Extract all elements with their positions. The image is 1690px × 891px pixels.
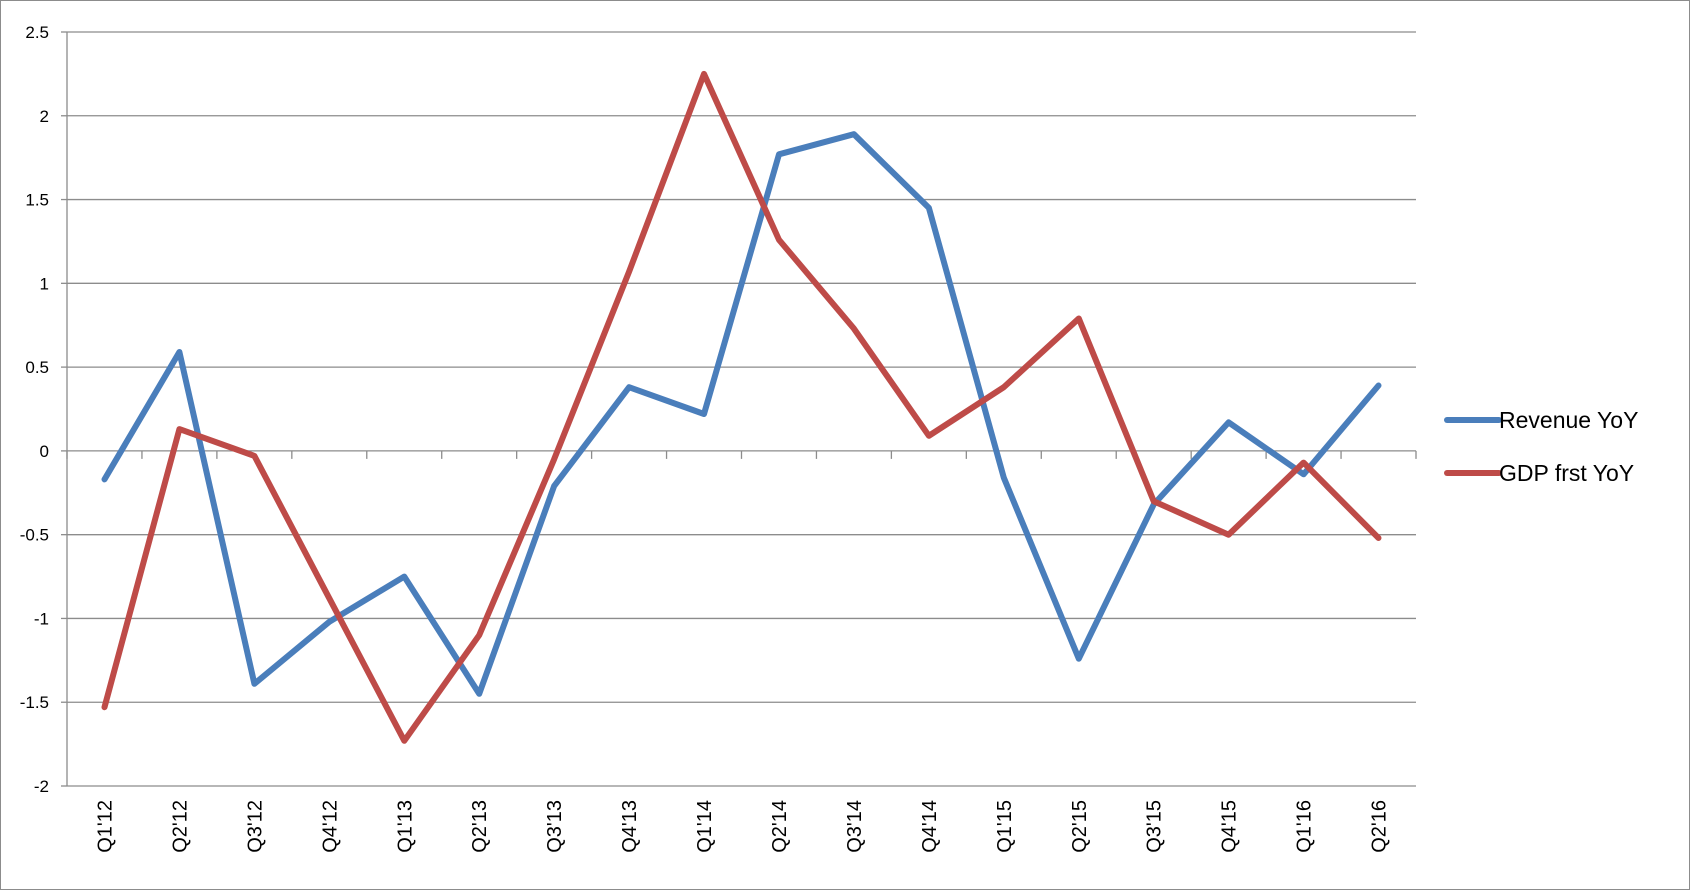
data-point-gdp-frst-yoy	[103, 706, 106, 709]
y-tick-label: -0.5	[20, 526, 49, 545]
y-tick-label: 0.5	[25, 358, 49, 377]
data-point-gdp-frst-yoy	[628, 270, 631, 273]
legend-label: Revenue YoY	[1499, 407, 1638, 433]
data-point-revenue-yoy	[1302, 473, 1305, 476]
series-line-gdp-frst-yoy	[101, 70, 1382, 744]
data-point-revenue-yoy	[553, 485, 556, 488]
data-point-gdp-frst-yoy	[253, 454, 256, 457]
data-point-gdp-frst-yoy	[703, 72, 706, 75]
data-point-revenue-yoy	[703, 413, 706, 416]
x-tick-label: Q1'15	[994, 800, 1016, 853]
series-lines	[101, 70, 1382, 744]
legend-label: GDP frst YoY	[1499, 460, 1634, 486]
data-point-gdp-frst-yoy	[403, 739, 406, 742]
data-point-gdp-frst-yoy	[777, 238, 780, 241]
data-point-revenue-yoy	[1002, 476, 1005, 479]
data-point-revenue-yoy	[1377, 384, 1380, 387]
x-tick-label: Q2'13	[469, 800, 491, 853]
data-point-gdp-frst-yoy	[1227, 533, 1230, 536]
y-tick-label: 1.5	[25, 191, 49, 210]
series-line-revenue-yoy	[101, 131, 1382, 697]
data-point-gdp-frst-yoy	[927, 434, 930, 437]
data-point-gdp-frst-yoy	[478, 634, 481, 637]
x-tick-label: Q3'13	[544, 800, 566, 853]
data-point-revenue-yoy	[178, 351, 181, 354]
x-tick-label: Q3'12	[244, 800, 266, 853]
data-point-gdp-frst-yoy	[1377, 537, 1380, 540]
data-point-revenue-yoy	[852, 133, 855, 136]
y-tick-label: -1	[34, 609, 49, 628]
y-tick-label: 2	[40, 107, 49, 126]
data-point-revenue-yoy	[403, 575, 406, 578]
x-tick-label: Q1'14	[694, 800, 716, 853]
y-tick-label: -2	[34, 777, 49, 796]
data-point-gdp-frst-yoy	[178, 428, 181, 431]
x-tick-label: Q2'12	[169, 800, 191, 853]
data-point-revenue-yoy	[1077, 657, 1080, 660]
legend: Revenue YoY GDP frst YoY	[1444, 407, 1638, 486]
x-tick-label: Q1'16	[1294, 800, 1316, 853]
data-point-revenue-yoy	[927, 206, 930, 209]
x-tick-label: Q4'14	[919, 800, 941, 853]
data-point-revenue-yoy	[328, 620, 331, 623]
x-tick-label: Q2'15	[1069, 800, 1091, 853]
data-point-revenue-yoy	[478, 692, 481, 695]
x-tick-label: Q2'14	[769, 800, 791, 853]
y-tick-label: 2.5	[25, 23, 49, 42]
data-point-revenue-yoy	[628, 386, 631, 389]
x-tick-label: Q4'13	[619, 800, 641, 853]
x-tick-label: Q2'16	[1369, 800, 1391, 853]
data-point-gdp-frst-yoy	[1152, 500, 1155, 503]
x-axis-ticks: Q1'12 Q2'12 Q3'12 Q4'12 Q1'13 Q2'13 Q3'13 Q4'13…	[94, 800, 1390, 853]
x-tick-label: Q4'12	[319, 800, 341, 853]
axes	[66, 32, 1417, 786]
x-tick-label: Q3'15	[1144, 800, 1166, 853]
y-axis-ticks: 2.5 2 1.5 1 0.5 0 -0.5 -1 -1.5 -2	[20, 23, 67, 796]
data-point-gdp-frst-yoy	[1302, 461, 1305, 464]
data-point-gdp-frst-yoy	[328, 597, 331, 600]
y-tick-label: 1	[40, 274, 49, 293]
data-point-revenue-yoy	[1227, 421, 1230, 424]
y-tick-label: 0	[40, 442, 49, 461]
x-tick-label: Q4'15	[1219, 800, 1241, 853]
data-point-revenue-yoy	[103, 478, 106, 481]
data-point-gdp-frst-yoy	[1002, 386, 1005, 389]
data-point-gdp-frst-yoy	[852, 327, 855, 330]
data-point-revenue-yoy	[777, 153, 780, 156]
y-tick-label: -1.5	[20, 693, 49, 712]
x-tick-label: Q1'13	[394, 800, 416, 853]
data-point-revenue-yoy	[253, 682, 256, 685]
data-point-gdp-frst-yoy	[1077, 317, 1080, 320]
x-tick-label: Q1'12	[94, 800, 116, 853]
x-tick-label: Q3'14	[844, 800, 866, 853]
data-point-gdp-frst-yoy	[553, 458, 556, 461]
